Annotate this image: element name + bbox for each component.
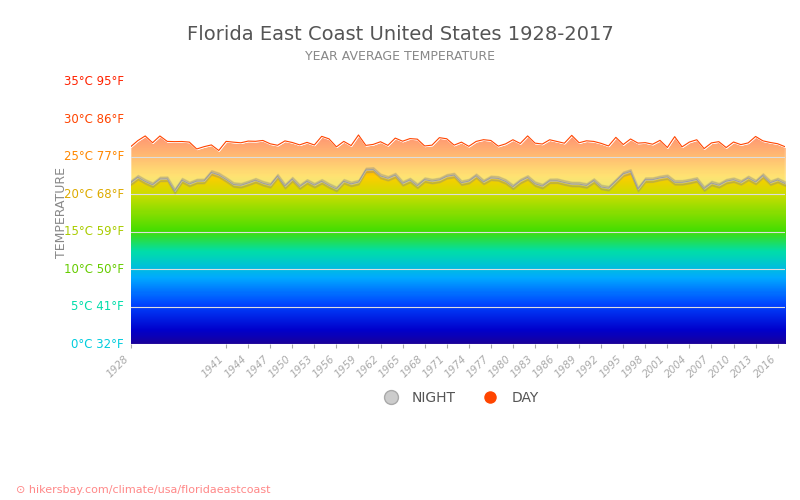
Text: 20°C 68°F: 20°C 68°F xyxy=(64,188,124,200)
Text: 0°C 32°F: 0°C 32°F xyxy=(71,338,124,350)
Text: 25°C 77°F: 25°C 77°F xyxy=(64,150,124,163)
Text: 10°C 50°F: 10°C 50°F xyxy=(64,262,124,276)
Text: Florida East Coast United States 1928-2017: Florida East Coast United States 1928-20… xyxy=(186,25,614,44)
Text: ⊙ hikersbay.com/climate/usa/floridaeastcoast: ⊙ hikersbay.com/climate/usa/floridaeastc… xyxy=(16,485,270,495)
Y-axis label: TEMPERATURE: TEMPERATURE xyxy=(55,168,68,258)
Legend: NIGHT, DAY: NIGHT, DAY xyxy=(371,386,544,410)
Text: 30°C 86°F: 30°C 86°F xyxy=(64,112,124,126)
Text: 15°C 59°F: 15°C 59°F xyxy=(64,225,124,238)
Text: 35°C 95°F: 35°C 95°F xyxy=(64,75,124,88)
Text: YEAR AVERAGE TEMPERATURE: YEAR AVERAGE TEMPERATURE xyxy=(305,50,495,63)
Text: 5°C 41°F: 5°C 41°F xyxy=(71,300,124,313)
